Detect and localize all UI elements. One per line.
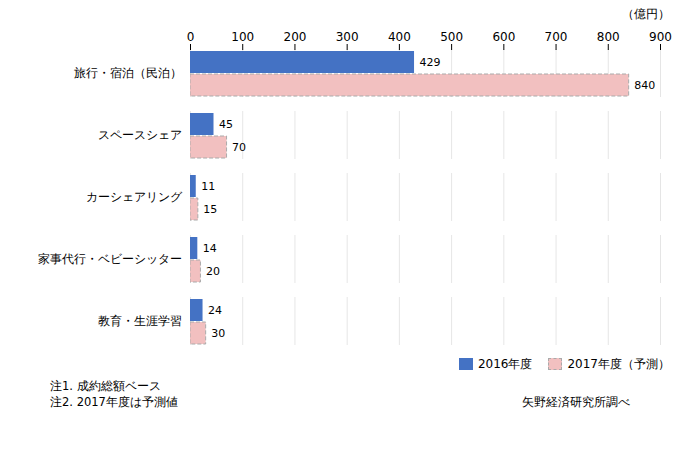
html-text:2017年度（予測）: 2017年度（予測）	[567, 356, 670, 371]
svg-text:300: 300	[336, 30, 359, 44]
svg-text:15: 15	[203, 203, 217, 216]
svg-text:スペースシェア: スペースシェア	[98, 128, 182, 142]
svg-text:200: 200	[283, 30, 306, 44]
svg-text:11: 11	[201, 180, 215, 193]
svg-text:429: 429	[420, 56, 441, 69]
svg-text:0: 0	[187, 30, 195, 44]
svg-text:45: 45	[219, 118, 233, 131]
html-text:注2. 2017年度は予測値: 注2. 2017年度は予測値	[50, 395, 178, 409]
svg-text:100: 100	[231, 30, 254, 44]
svg-text:24: 24	[208, 304, 222, 317]
svg-text:70: 70	[232, 141, 246, 154]
svg-text:家事代行・ベビーシッター: 家事代行・ベビーシッター	[38, 252, 182, 266]
html-text:2016年度: 2016年度	[477, 356, 533, 371]
html-text:矢野経済研究所調べ: 矢野経済研究所調べ	[522, 395, 630, 409]
svg-text:14: 14	[203, 242, 217, 255]
svg-text:900: 900	[649, 30, 672, 44]
svg-text:600: 600	[492, 30, 515, 44]
html-text:注1. 成約総額ベース: 注1. 成約総額ベース	[50, 379, 161, 393]
svg-text:840: 840	[634, 79, 655, 92]
svg-text:700: 700	[545, 30, 568, 44]
svg-text:400: 400	[388, 30, 411, 44]
svg-text:教育・生涯学習: 教育・生涯学習	[98, 314, 182, 328]
svg-text:旅行・宿泊（民泊）: 旅行・宿泊（民泊）	[74, 66, 182, 80]
svg-text:カーシェアリング: カーシェアリング	[86, 190, 183, 204]
svg-text:500: 500	[440, 30, 463, 44]
svg-text:30: 30	[211, 327, 225, 340]
svg-text:20: 20	[206, 265, 220, 278]
svg-text:800: 800	[597, 30, 620, 44]
html-text:（億円）: （億円）	[622, 7, 670, 21]
